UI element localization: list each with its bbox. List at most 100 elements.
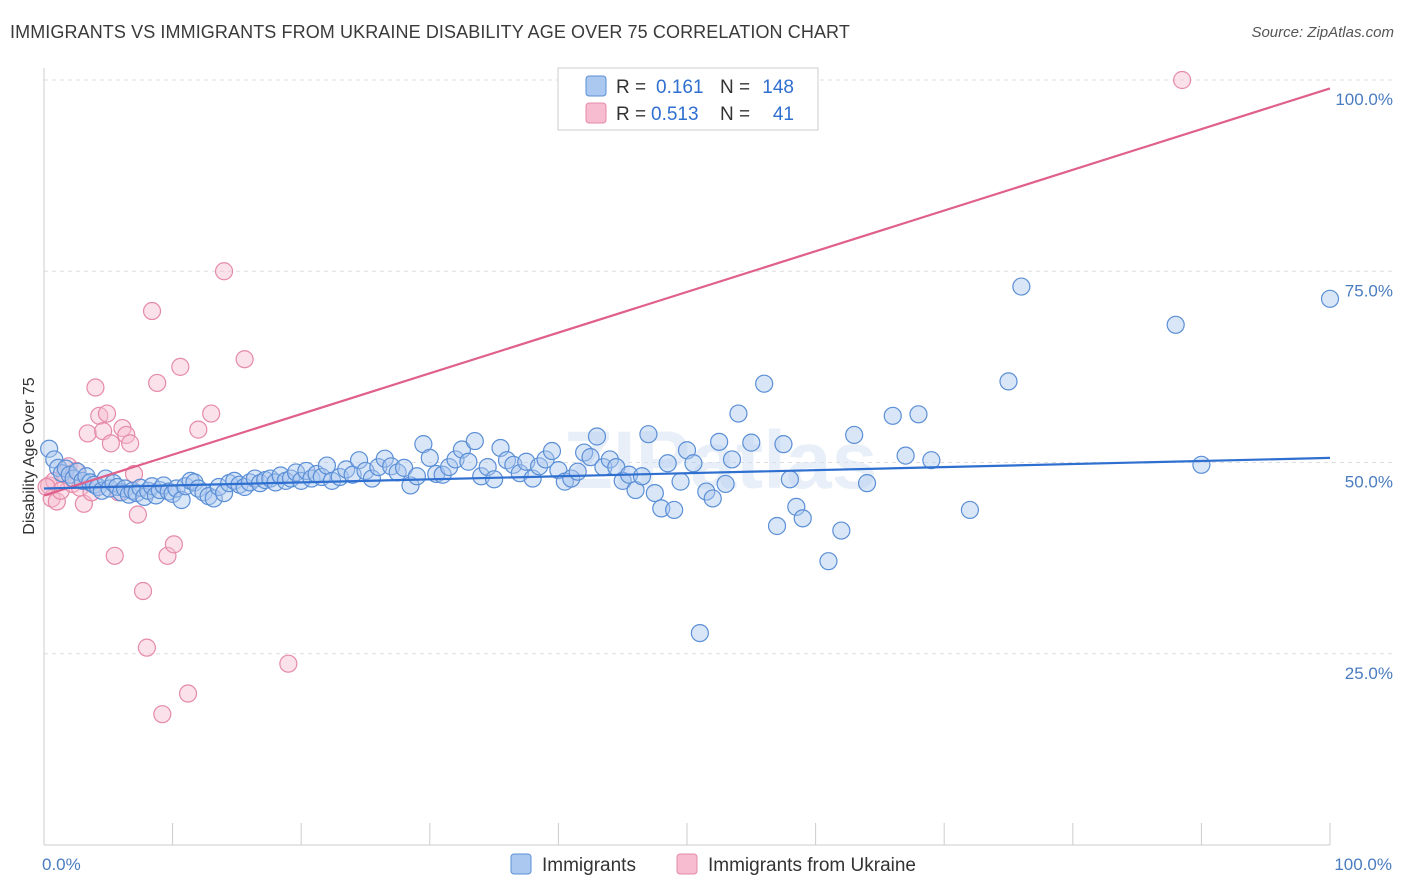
x-ticks <box>43 823 1331 845</box>
immigrants-point <box>639 425 658 444</box>
ukraine-point <box>202 404 221 423</box>
immigrants-point <box>703 489 722 508</box>
immigrants-point <box>645 484 664 503</box>
y-tick-labels: 25.0% 50.0% 75.0% 100.0% <box>1335 90 1393 683</box>
immigrants-point <box>465 431 484 451</box>
immigrants-point <box>665 500 684 520</box>
legend-r-label-2: R = <box>616 104 646 125</box>
ukraine-point <box>97 404 117 423</box>
source-credit: Source: ZipAtlas.com <box>1251 24 1394 41</box>
immigrants-point <box>767 516 787 536</box>
immigrants-point <box>1192 455 1211 474</box>
legend-r-value-1: 0.161 <box>656 77 704 98</box>
ukraine-point <box>153 705 172 724</box>
ukraine-point <box>47 492 66 511</box>
immigrants-point <box>485 470 504 489</box>
legend-swatch-immigrants <box>585 75 607 97</box>
ukraine-point <box>105 546 124 565</box>
immigrants-trend-line <box>43 456 1331 490</box>
legend-n-value-2: 41 <box>773 104 794 125</box>
ukraine-point <box>235 350 254 369</box>
immigrants-point <box>575 443 594 462</box>
immigrants-point <box>459 452 478 471</box>
legend-r-label-1: R = <box>616 77 646 98</box>
legend-r-value-2: 0.513 <box>651 104 699 125</box>
immigrants-point <box>774 435 793 454</box>
immigrants-point <box>755 374 774 393</box>
immigrants-point <box>960 500 980 520</box>
y-tick-label: 50.0% <box>1345 473 1393 492</box>
ukraine-point <box>158 546 177 565</box>
immigrants-point <box>671 472 690 491</box>
ukraine-point <box>164 535 183 554</box>
immigrants-point <box>722 450 742 469</box>
immigrants-point <box>549 461 568 480</box>
immigrants-point <box>710 432 729 451</box>
immigrants-point <box>832 521 851 540</box>
ukraine-point <box>171 357 190 376</box>
series-legend: Immigrants Immigrants from Ukraine <box>510 853 916 876</box>
immigrants-point <box>742 433 761 452</box>
ukraine-trend-line <box>43 87 1331 497</box>
immigrants-point <box>530 457 549 476</box>
immigrants-point <box>542 441 562 461</box>
immigrants-point <box>40 439 59 458</box>
immigrants-point <box>1166 315 1185 334</box>
immigrants-point <box>394 458 414 477</box>
immigrants-point <box>684 454 703 473</box>
immigrants-point <box>587 427 607 446</box>
immigrants-point <box>401 476 420 495</box>
x-tick-label-max: 100.0% <box>1334 855 1392 874</box>
immigrants-point <box>729 404 748 423</box>
immigrants-point <box>581 448 600 467</box>
immigrants-point <box>420 448 439 468</box>
ukraine-point <box>148 373 167 393</box>
immigrants-point <box>896 446 915 465</box>
immigrants-point <box>204 489 223 508</box>
bottom-legend-swatch-ukraine <box>676 853 698 875</box>
immigrants-point <box>780 470 799 489</box>
immigrants-point <box>349 451 369 470</box>
immigrants-point <box>658 454 677 473</box>
ukraine-point <box>189 420 208 439</box>
immigrants-point <box>1012 277 1031 296</box>
immigrants-point <box>697 482 716 501</box>
immigrants-point <box>1320 289 1340 308</box>
trend-lines <box>43 87 1331 497</box>
bottom-legend-swatch-immigrants <box>510 853 532 875</box>
immigrants-point <box>68 462 87 481</box>
immigrants-point <box>787 497 806 516</box>
ukraine-point <box>279 654 298 673</box>
immigrants-point <box>172 490 191 510</box>
ukraine-point <box>214 262 234 281</box>
immigrants-point <box>819 552 838 571</box>
legend-swatch-ukraine <box>585 102 607 124</box>
immigrants-point <box>883 406 902 425</box>
legend-n-label-1: N = <box>720 77 750 98</box>
y-tick-label: 100.0% <box>1335 90 1393 109</box>
ukraine-point <box>1173 70 1192 90</box>
legend-n-value-1: 148 <box>762 77 794 98</box>
ukraine-point <box>117 425 136 445</box>
ukraine-point <box>133 581 153 601</box>
legend-n-label-2: N = <box>720 104 750 125</box>
ukraine-point <box>121 434 140 453</box>
bottom-legend-label-immigrants: Immigrants <box>542 855 636 876</box>
ukraine-point <box>142 301 162 321</box>
immigrants-point <box>690 623 709 643</box>
immigrants-point <box>922 451 941 470</box>
immigrants-point <box>793 509 812 528</box>
ukraine-point <box>178 684 198 703</box>
y-tick-label: 25.0% <box>1345 664 1393 683</box>
ukraine-point <box>137 638 156 657</box>
series-ukraine-points <box>37 70 1192 724</box>
ukraine-point <box>78 424 97 443</box>
immigrants-point <box>407 467 427 486</box>
chart-title: IMMIGRANTS VS IMMIGRANTS FROM UKRAINE DI… <box>10 22 850 42</box>
ukraine-point <box>86 378 105 397</box>
immigrants-point <box>857 474 877 493</box>
immigrants-point <box>271 466 290 485</box>
immigrants-point <box>568 462 587 481</box>
y-tick-label: 75.0% <box>1345 281 1393 300</box>
